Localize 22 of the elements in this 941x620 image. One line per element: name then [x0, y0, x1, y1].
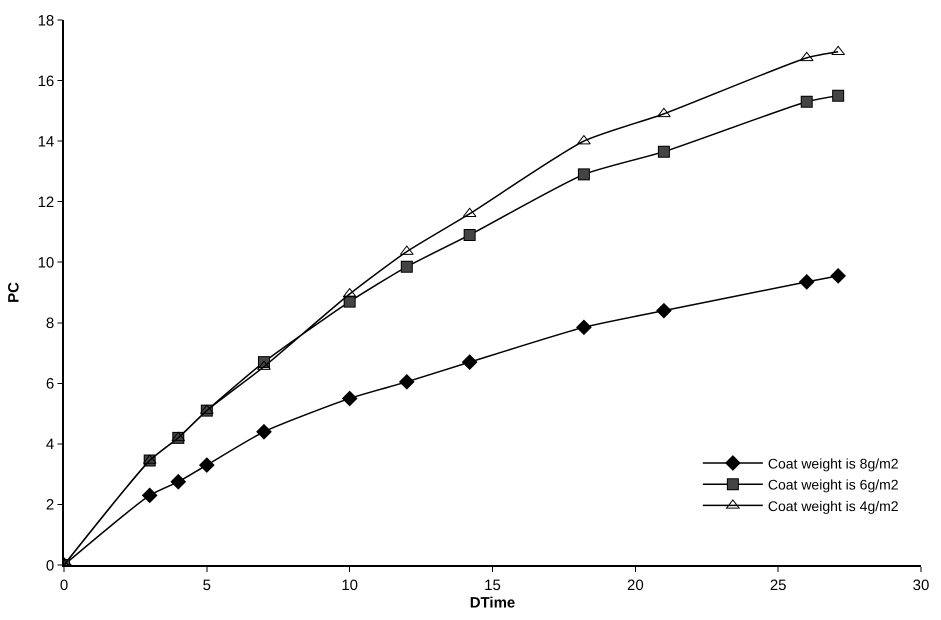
y-tick-label: 14 [38, 133, 54, 150]
x-tick-label: 5 [202, 576, 211, 594]
x-tick-label: 10 [341, 576, 358, 594]
y-tick-label: 16 [38, 72, 54, 90]
legend-label: Coat weight is 4g/m2 [768, 498, 899, 514]
y-tick-label: 6 [46, 376, 54, 393]
x-tick-label: 25 [770, 576, 787, 594]
x-tick-label: 20 [626, 576, 644, 594]
y-tick-label: 10 [38, 254, 54, 272]
y-tick-label: 0 [46, 557, 54, 574]
y-tick-label: 2 [46, 496, 54, 514]
x-axis-title: DTime [470, 594, 516, 612]
legend-label: Coat weight is 6g/m2 [768, 476, 899, 493]
y-axis-title: PC [5, 282, 22, 303]
y-tick-label: 18 [38, 12, 54, 30]
x-tick-label: 0 [60, 576, 68, 594]
x-tick-label: 30 [912, 576, 930, 594]
y-tick-label: 8 [46, 315, 54, 332]
y-tick-label: 4 [46, 436, 54, 454]
legend-label: Coat weight is 8g/m2 [768, 455, 899, 472]
x-tick-label: 15 [484, 576, 501, 594]
y-tick-label: 12 [38, 194, 54, 211]
